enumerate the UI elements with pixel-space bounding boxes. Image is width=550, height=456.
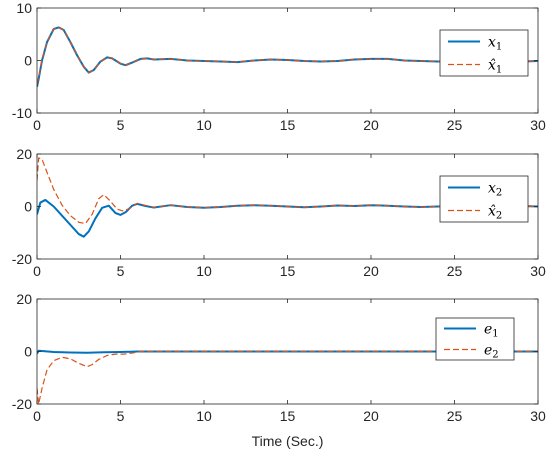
x-tick-label: 20 [363, 408, 379, 424]
y-tick-label: 0 [24, 344, 32, 360]
y-tick-label: -20 [12, 396, 32, 412]
x-tick-label: 0 [33, 117, 41, 133]
x-axis-label: Time (Sec.) [252, 433, 324, 449]
x-tick-label: 0 [33, 408, 41, 424]
x-tick-label: 30 [530, 117, 546, 133]
x-tick-label: 30 [530, 408, 546, 424]
legend-box [435, 317, 515, 361]
x-tick-label: 15 [280, 408, 296, 424]
legend-box [439, 175, 529, 223]
x-tick-label: 5 [117, 408, 125, 424]
legend-entry: e1 [484, 322, 499, 340]
series-line-solid [37, 349, 538, 355]
x-tick-label: 30 [530, 263, 546, 279]
legend: x1x̂1 [439, 29, 529, 77]
y-tick-label: 0 [24, 199, 32, 215]
x-tick-label: 0 [33, 263, 41, 279]
legend-entry: x1 [488, 35, 502, 53]
x-tick-label: 20 [363, 263, 379, 279]
legend-box [439, 29, 529, 77]
x-tick-label: 15 [280, 263, 296, 279]
x-tick-label: 10 [196, 117, 212, 133]
series-line-dashed [37, 350, 538, 404]
legend-entry: x̂1 [488, 58, 502, 76]
x-tick-label: 10 [196, 408, 212, 424]
y-tick-label: 20 [16, 291, 32, 307]
y-tick-label: 10 [16, 0, 32, 16]
x-tick-label: 5 [117, 117, 125, 133]
x-tick-label: 25 [447, 117, 463, 133]
y-tick-label: 20 [16, 146, 32, 162]
x-tick-label: 25 [447, 263, 463, 279]
series-line-dashed [37, 26, 538, 85]
x-tick-label: 5 [117, 263, 125, 279]
y-tick-label: -10 [12, 105, 32, 121]
series-line-dashed [37, 157, 538, 225]
legend-entry: x̂2 [488, 204, 502, 222]
x-tick-label: 10 [196, 263, 212, 279]
x-tick-label: 25 [447, 408, 463, 424]
legend-entry: e2 [484, 343, 499, 361]
x-tick-label: 20 [363, 117, 379, 133]
legend-entry: x2 [488, 181, 502, 199]
y-tick-label: -20 [12, 251, 32, 267]
x-tick-label: 15 [280, 117, 296, 133]
legend: x2x̂2 [439, 175, 529, 223]
y-tick-label: 0 [24, 53, 32, 69]
